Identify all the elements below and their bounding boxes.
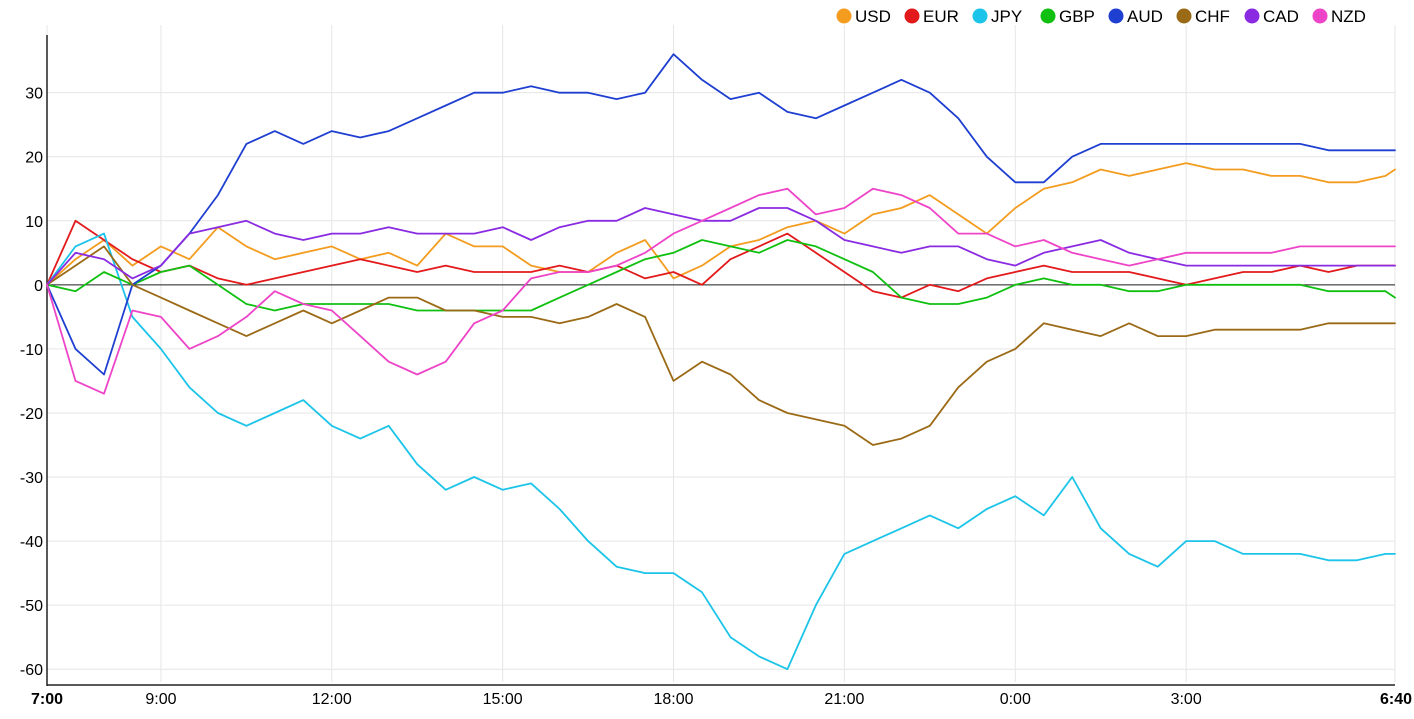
legend-label: AUD xyxy=(1127,7,1163,26)
series-line-jpy xyxy=(46,232,1396,671)
x-tick-label: 7:00 xyxy=(31,691,63,708)
y-tick-label: 0 xyxy=(34,278,43,295)
axis-layer: 30 20 10 0 -10 -20 -30 -40 -50 -60 7:00 9:00 12:00 15… xyxy=(20,35,1412,708)
legend-swatch xyxy=(904,8,920,24)
legend-swatch xyxy=(1176,8,1192,24)
legend-item-chf[interactable]: CHF xyxy=(1176,7,1230,26)
series-line-chf xyxy=(46,245,1396,446)
series-line-nzd xyxy=(46,187,1396,395)
y-tick-label: 30 xyxy=(25,86,43,103)
legend-label: JPY xyxy=(991,7,1022,26)
x-tick-label: 9:00 xyxy=(145,691,176,708)
series-line-cad xyxy=(46,207,1396,286)
legend-label: CAD xyxy=(1263,7,1299,26)
legend-item-cad[interactable]: CAD xyxy=(1244,7,1299,26)
legend-swatch xyxy=(836,8,852,24)
legend-swatch xyxy=(1312,8,1328,24)
legend: USD EUR JPY GBP AUD CHF CAD NZD xyxy=(836,7,1366,26)
legend-item-usd[interactable]: USD xyxy=(836,7,891,26)
legend-item-nzd[interactable]: NZD xyxy=(1312,7,1366,26)
x-tick-label: 3:00 xyxy=(1171,691,1202,708)
legend-item-eur[interactable]: EUR xyxy=(904,7,959,26)
legend-swatch xyxy=(1108,8,1124,24)
y-tick-label: -20 xyxy=(20,406,43,423)
legend-swatch xyxy=(972,8,988,24)
legend-item-gbp[interactable]: GBP xyxy=(1040,7,1095,26)
x-tick-label: 15:00 xyxy=(483,691,523,708)
y-tick-label: -50 xyxy=(20,598,43,615)
series-layer xyxy=(46,53,1396,671)
legend-label: NZD xyxy=(1331,7,1366,26)
y-tick-label: -10 xyxy=(20,342,43,359)
legend-item-aud[interactable]: AUD xyxy=(1108,7,1163,26)
y-tick-label: -60 xyxy=(20,662,43,679)
series-line-eur xyxy=(46,219,1396,299)
x-tick-label: 12:00 xyxy=(312,691,352,708)
legend-label: CHF xyxy=(1195,7,1230,26)
series-line-gbp xyxy=(46,239,1396,312)
x-tick-label: 6:40 xyxy=(1380,691,1412,708)
y-tick-label: -30 xyxy=(20,470,43,487)
legend-item-jpy[interactable]: JPY xyxy=(972,7,1023,26)
grid-layer xyxy=(46,25,1396,682)
legend-label: EUR xyxy=(923,7,959,26)
y-tick-label: 20 xyxy=(25,150,43,167)
legend-label: GBP xyxy=(1059,7,1095,26)
series-line-aud xyxy=(46,53,1396,376)
x-tick-label: 21:00 xyxy=(824,691,864,708)
y-tick-label: -40 xyxy=(20,534,43,551)
legend-swatch xyxy=(1040,8,1056,24)
x-tick-label: 0:00 xyxy=(1000,691,1031,708)
legend-label: USD xyxy=(855,7,891,26)
y-tick-label: 10 xyxy=(25,214,43,231)
x-tick-label: 18:00 xyxy=(654,691,694,708)
legend-swatch xyxy=(1244,8,1260,24)
